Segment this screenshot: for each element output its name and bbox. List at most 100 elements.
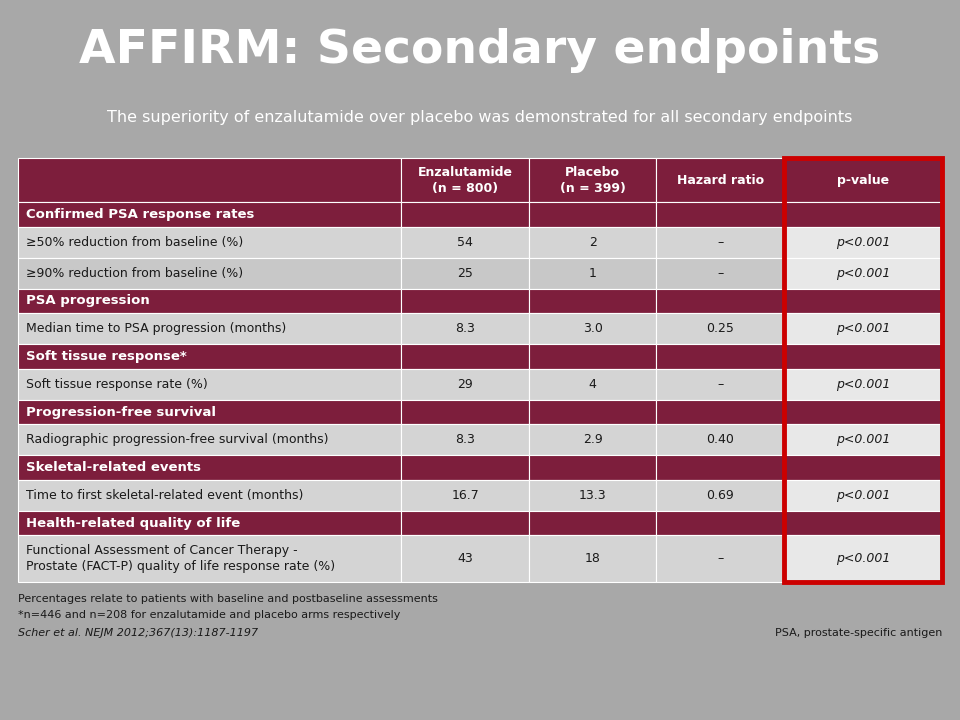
Bar bbox=[529, 369, 657, 400]
Text: p<0.001: p<0.001 bbox=[836, 433, 890, 446]
Text: 8.3: 8.3 bbox=[455, 433, 475, 446]
Bar bbox=[657, 202, 784, 227]
Text: Time to first skeletal-related event (months): Time to first skeletal-related event (mo… bbox=[26, 489, 303, 502]
Text: –: – bbox=[717, 235, 724, 248]
Text: *n=446 and n=208 for enzalutamide and placebo arms respectively: *n=446 and n=208 for enzalutamide and pl… bbox=[18, 610, 400, 620]
Text: p<0.001: p<0.001 bbox=[836, 323, 890, 336]
Bar bbox=[657, 400, 784, 424]
Text: 54: 54 bbox=[457, 235, 473, 248]
Text: Percentages relate to patients with baseline and postbaseline assessments: Percentages relate to patients with base… bbox=[18, 594, 438, 604]
Text: 0.25: 0.25 bbox=[707, 323, 734, 336]
Bar bbox=[529, 258, 657, 289]
Bar bbox=[401, 424, 529, 455]
Text: PSA progression: PSA progression bbox=[26, 294, 150, 307]
Text: ≥50% reduction from baseline (%): ≥50% reduction from baseline (%) bbox=[26, 235, 243, 248]
Bar bbox=[784, 400, 942, 424]
Bar bbox=[18, 258, 401, 289]
Bar bbox=[784, 480, 942, 510]
Text: 0.69: 0.69 bbox=[707, 489, 734, 502]
Bar bbox=[657, 227, 784, 258]
Text: –: – bbox=[717, 266, 724, 279]
Bar bbox=[784, 158, 942, 582]
Text: –: – bbox=[717, 552, 724, 565]
Bar bbox=[784, 258, 942, 289]
Bar bbox=[784, 424, 942, 455]
Bar bbox=[18, 455, 401, 480]
Text: Confirmed PSA response rates: Confirmed PSA response rates bbox=[26, 208, 254, 221]
Bar bbox=[18, 344, 401, 369]
Text: AFFIRM: Secondary endpoints: AFFIRM: Secondary endpoints bbox=[80, 28, 880, 73]
Bar bbox=[784, 313, 942, 344]
Bar bbox=[18, 536, 401, 582]
Bar bbox=[657, 480, 784, 510]
Text: p<0.001: p<0.001 bbox=[836, 235, 890, 248]
Bar bbox=[18, 424, 401, 455]
Text: 3.0: 3.0 bbox=[583, 323, 603, 336]
Bar bbox=[529, 344, 657, 369]
Text: 8.3: 8.3 bbox=[455, 323, 475, 336]
Bar bbox=[657, 424, 784, 455]
Bar bbox=[401, 400, 529, 424]
Text: 1: 1 bbox=[588, 266, 597, 279]
Bar bbox=[784, 344, 942, 369]
Bar bbox=[657, 258, 784, 289]
Text: PSA, prostate-specific antigen: PSA, prostate-specific antigen bbox=[775, 628, 942, 638]
Bar bbox=[529, 536, 657, 582]
Bar bbox=[529, 455, 657, 480]
Text: 0.40: 0.40 bbox=[707, 433, 734, 446]
Text: Radiographic progression-free survival (months): Radiographic progression-free survival (… bbox=[26, 433, 328, 446]
Bar bbox=[401, 510, 529, 536]
Bar bbox=[401, 289, 529, 313]
Bar bbox=[18, 400, 401, 424]
Bar bbox=[529, 158, 657, 202]
Bar bbox=[657, 344, 784, 369]
Text: Skeletal-related events: Skeletal-related events bbox=[26, 461, 201, 474]
Bar bbox=[784, 202, 942, 227]
Bar bbox=[657, 536, 784, 582]
Bar bbox=[784, 510, 942, 536]
Text: Soft tissue response rate (%): Soft tissue response rate (%) bbox=[26, 378, 207, 391]
Text: Median time to PSA progression (months): Median time to PSA progression (months) bbox=[26, 323, 286, 336]
Text: Placebo
(n = 399): Placebo (n = 399) bbox=[560, 166, 626, 194]
Bar bbox=[18, 227, 401, 258]
Bar bbox=[401, 536, 529, 582]
Text: 13.3: 13.3 bbox=[579, 489, 607, 502]
Text: 18: 18 bbox=[585, 552, 601, 565]
Bar bbox=[18, 480, 401, 510]
Bar bbox=[529, 289, 657, 313]
Text: p<0.001: p<0.001 bbox=[836, 378, 890, 391]
Bar bbox=[18, 313, 401, 344]
Bar bbox=[401, 455, 529, 480]
Bar bbox=[18, 202, 401, 227]
Bar bbox=[18, 289, 401, 313]
Text: Hazard ratio: Hazard ratio bbox=[677, 174, 764, 186]
Text: 2.9: 2.9 bbox=[583, 433, 603, 446]
Bar bbox=[529, 202, 657, 227]
Text: 16.7: 16.7 bbox=[451, 489, 479, 502]
Bar bbox=[401, 480, 529, 510]
Bar bbox=[784, 158, 942, 202]
Text: The superiority of enzalutamide over placebo was demonstrated for all secondary : The superiority of enzalutamide over pla… bbox=[108, 110, 852, 125]
Text: 4: 4 bbox=[588, 378, 597, 391]
Text: –: – bbox=[717, 378, 724, 391]
Bar bbox=[529, 227, 657, 258]
Text: Progression-free survival: Progression-free survival bbox=[26, 405, 216, 418]
Bar bbox=[18, 158, 401, 202]
Bar bbox=[529, 313, 657, 344]
Bar bbox=[18, 369, 401, 400]
Bar bbox=[401, 158, 529, 202]
Bar bbox=[18, 510, 401, 536]
Bar bbox=[657, 455, 784, 480]
Text: Enzalutamide
(n = 800): Enzalutamide (n = 800) bbox=[418, 166, 513, 194]
Bar bbox=[529, 400, 657, 424]
Bar bbox=[657, 313, 784, 344]
Text: p<0.001: p<0.001 bbox=[836, 489, 890, 502]
Bar bbox=[401, 258, 529, 289]
Bar bbox=[401, 227, 529, 258]
Bar bbox=[529, 510, 657, 536]
Bar bbox=[401, 369, 529, 400]
Text: 25: 25 bbox=[457, 266, 473, 279]
Text: 2: 2 bbox=[588, 235, 597, 248]
Text: p-value: p-value bbox=[837, 174, 889, 186]
Bar bbox=[657, 510, 784, 536]
